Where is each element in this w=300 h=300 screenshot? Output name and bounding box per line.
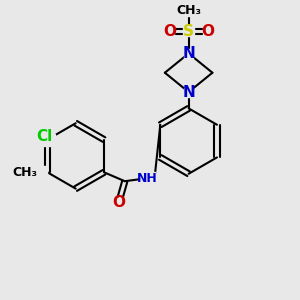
FancyBboxPatch shape [184,88,193,97]
Text: O: O [112,194,125,209]
FancyBboxPatch shape [114,198,123,206]
Text: NH: NH [137,172,158,185]
Text: S: S [183,24,194,39]
FancyBboxPatch shape [184,5,199,16]
FancyBboxPatch shape [183,26,194,36]
FancyBboxPatch shape [29,166,47,178]
FancyBboxPatch shape [140,172,154,184]
Text: Cl: Cl [36,129,52,144]
Text: N: N [182,85,195,100]
Text: O: O [202,24,214,39]
FancyBboxPatch shape [40,134,55,146]
FancyBboxPatch shape [203,27,212,36]
Text: O: O [163,24,176,39]
Text: CH₃: CH₃ [12,166,37,179]
FancyBboxPatch shape [184,49,193,58]
Text: CH₃: CH₃ [176,4,201,17]
Text: N: N [182,46,195,61]
FancyBboxPatch shape [165,27,174,36]
